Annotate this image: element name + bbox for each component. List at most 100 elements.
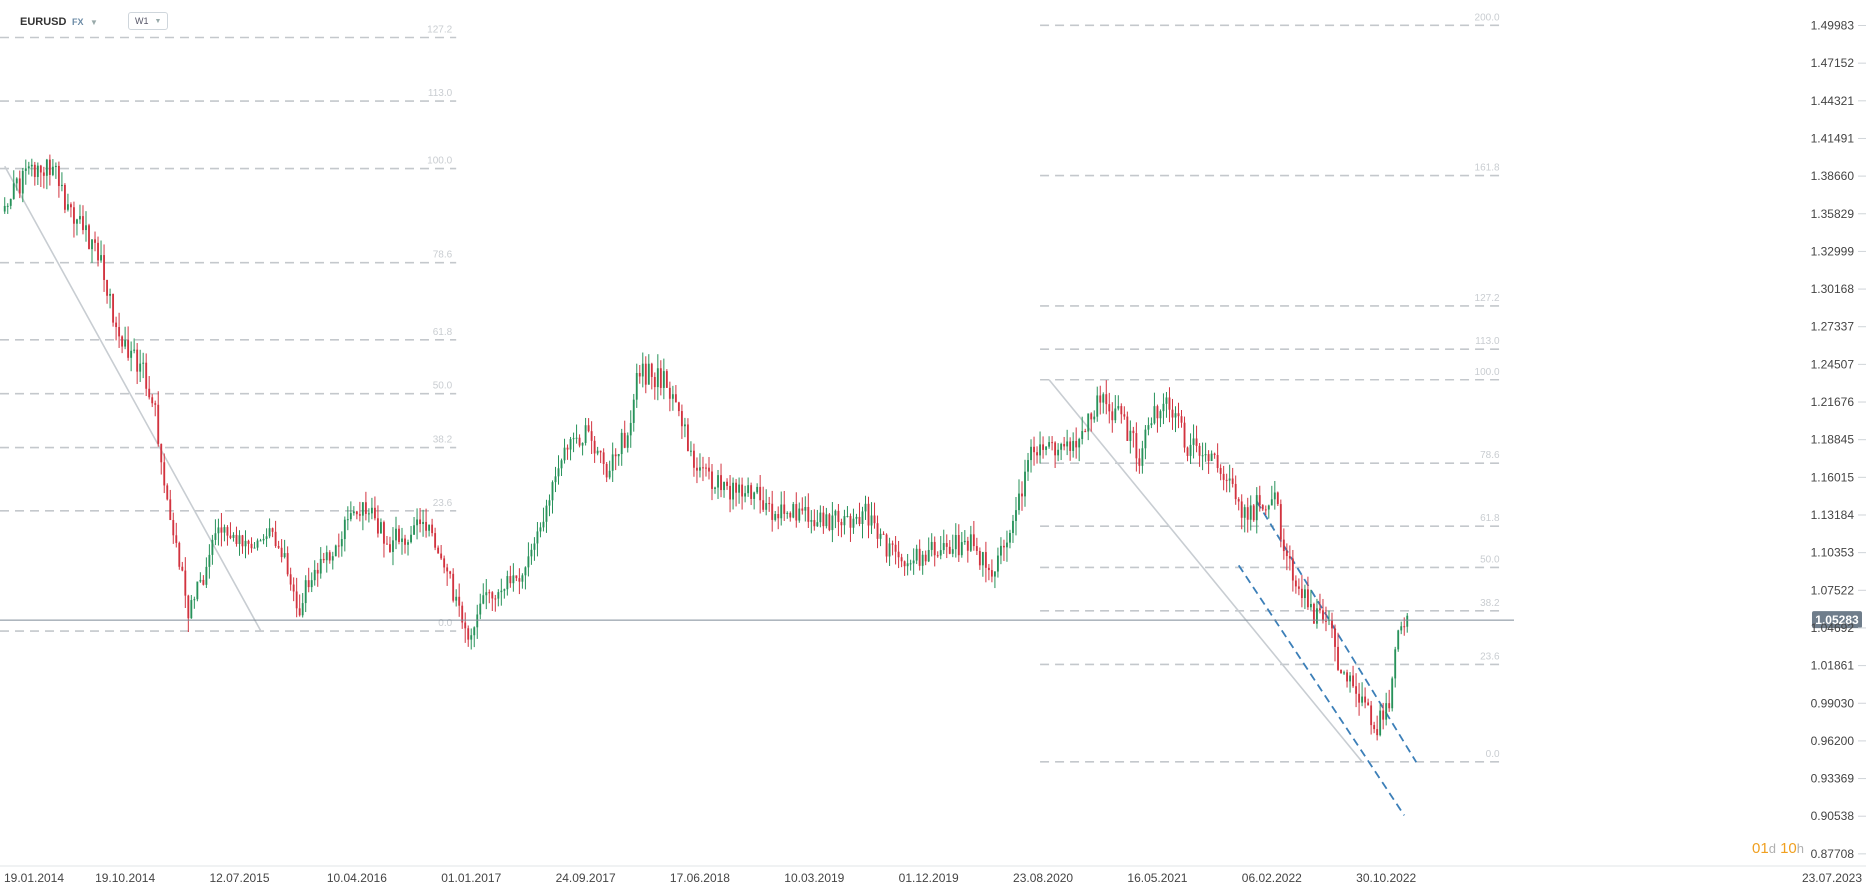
- candle-body: [1201, 455, 1204, 457]
- candle-body: [1376, 729, 1379, 736]
- candle-body: [870, 515, 873, 526]
- candle-body: [978, 550, 981, 566]
- y-axis[interactable]: 1.49983 1.47152 1.44321 1.41491 1.38660 1.358…: [1811, 18, 1866, 861]
- candle-body: [334, 545, 337, 557]
- candle-body: [1063, 443, 1066, 447]
- candle-body: [503, 589, 506, 591]
- candle-body: [1144, 429, 1147, 449]
- candle-body: [590, 431, 593, 441]
- candle-body: [506, 576, 509, 590]
- fib-level-label: 113.0: [1475, 336, 1500, 347]
- candle-body: [109, 293, 112, 296]
- candle-body: [1168, 397, 1171, 410]
- candle-body: [753, 492, 756, 499]
- candle-body: [729, 485, 731, 500]
- candle-body: [1159, 411, 1162, 419]
- x-tick-label: 16.05.2021: [1127, 871, 1187, 885]
- candle-body: [208, 554, 211, 567]
- candle-body: [1246, 507, 1249, 520]
- candle-body: [157, 404, 160, 444]
- candle-body: [94, 239, 96, 243]
- y-tick-label: 1.27337: [1811, 320, 1855, 334]
- candle-body: [241, 535, 244, 547]
- candle-body: [1039, 444, 1041, 456]
- trend-line: [1048, 379, 1363, 763]
- fib-level-label: 61.8: [1480, 513, 1500, 524]
- candle-body: [765, 503, 768, 510]
- candle-body: [861, 511, 864, 524]
- candle-body: [984, 552, 987, 568]
- candle-body: [1183, 422, 1186, 448]
- candle-body: [1069, 441, 1072, 451]
- candle-body: [172, 520, 175, 536]
- candle-body: [888, 543, 891, 557]
- candle-body: [262, 538, 265, 541]
- candle-body: [100, 255, 102, 261]
- candle-body: [714, 487, 716, 489]
- candle-body: [1165, 397, 1168, 404]
- candle-body: [822, 512, 825, 527]
- candle-body: [924, 554, 927, 562]
- candle-body: [220, 527, 223, 533]
- candle-body: [1258, 495, 1261, 506]
- candle-body: [777, 514, 780, 519]
- candle-body: [199, 579, 202, 582]
- candle-body: [578, 437, 581, 446]
- candle-body: [807, 507, 810, 522]
- y-tick-label: 1.35829: [1811, 207, 1855, 221]
- candle-body: [395, 528, 397, 541]
- candle-body: [1388, 703, 1391, 709]
- candle-body: [57, 165, 60, 187]
- fib-level-label: 38.2: [433, 435, 453, 446]
- candle-body: [1225, 479, 1228, 481]
- candle-body: [190, 600, 193, 619]
- candle-body: [1216, 455, 1219, 469]
- candle-body: [310, 580, 313, 588]
- candle-body: [602, 452, 605, 464]
- candle-body: [1397, 630, 1400, 650]
- candle-body: [951, 549, 954, 554]
- candle-body: [1264, 509, 1267, 511]
- fib-level-label: 38.2: [1480, 598, 1500, 609]
- candle-body: [1012, 520, 1014, 534]
- candle-body: [801, 508, 804, 511]
- x-axis[interactable]: 19.01.2014 19.10.2014 12.07.2015 10.04.2016…: [0, 865, 1866, 885]
- candle-body: [1150, 423, 1153, 426]
- channel-line: [1237, 564, 1405, 816]
- candle-body: [960, 542, 963, 556]
- candle-body: [1096, 395, 1099, 417]
- candle-body: [614, 454, 617, 457]
- y-tick-label: 1.41491: [1811, 131, 1855, 145]
- candle-body: [1364, 696, 1367, 703]
- y-tick-label: 0.87708: [1811, 847, 1855, 861]
- candle-body: [849, 516, 852, 528]
- candle-body: [1276, 492, 1279, 505]
- candle-body: [921, 554, 924, 566]
- candle-body: [476, 614, 479, 628]
- candle-body: [1108, 404, 1111, 412]
- candle-body: [389, 544, 391, 552]
- candle-body: [1009, 533, 1011, 543]
- fib-level-label: 50.0: [1480, 554, 1500, 565]
- candle-body: [1153, 406, 1156, 424]
- candle-body: [927, 549, 930, 562]
- candle-body: [154, 403, 157, 405]
- candle-body: [521, 575, 524, 582]
- chevron-down-icon[interactable]: ▼: [90, 17, 98, 27]
- candle-body: [1361, 696, 1364, 703]
- candle-body: [422, 521, 425, 525]
- candle-body: [557, 468, 560, 477]
- candle-body: [846, 516, 849, 518]
- candle-body: [575, 437, 578, 439]
- candle-body: [268, 528, 271, 537]
- candle-body: [686, 424, 689, 452]
- symbol-label[interactable]: EURUSD: [20, 16, 67, 28]
- timeframe-select[interactable]: W1 ▼: [128, 12, 169, 30]
- candle-body: [33, 164, 36, 177]
- candle-body: [124, 340, 127, 347]
- candle-body: [196, 581, 199, 600]
- candle-body: [789, 512, 792, 518]
- fib-level-label: 127.2: [1475, 293, 1500, 304]
- candle-body: [235, 534, 238, 545]
